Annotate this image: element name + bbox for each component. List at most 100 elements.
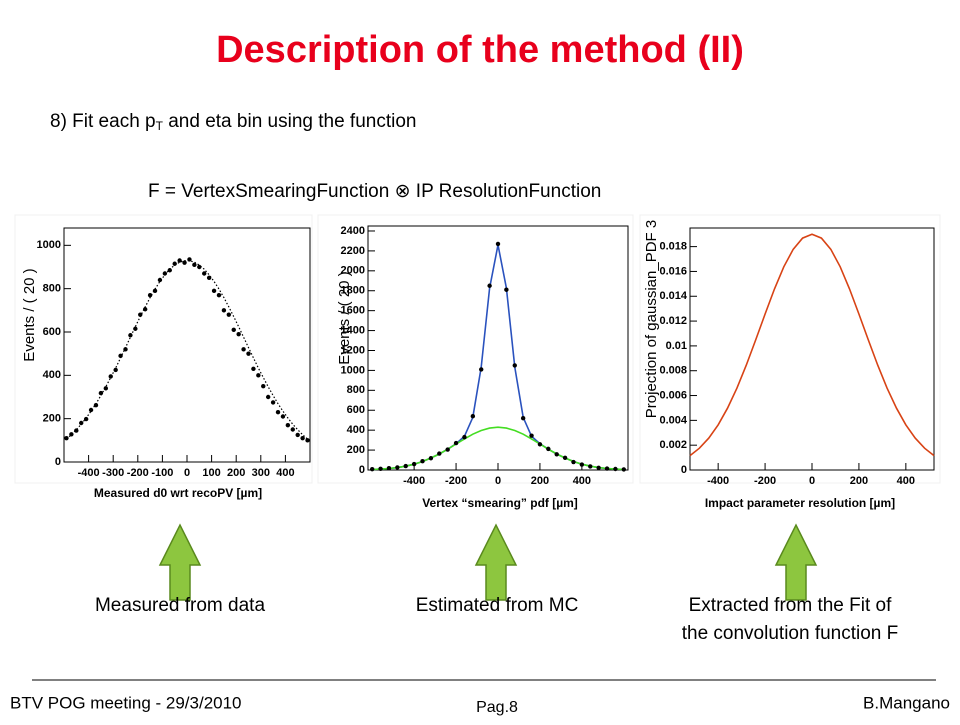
data-point: [579, 462, 585, 467]
arrow: [158, 523, 202, 601]
x-tick-label: -200: [445, 475, 467, 487]
y-tick-label: 400: [347, 424, 365, 436]
intro-before: 8) Fit each p: [50, 111, 156, 132]
x-tick-label: 400: [276, 467, 294, 479]
y-tick-label: 1000: [37, 239, 61, 251]
y-tick-label: 0.01: [666, 340, 687, 352]
chart: -400 -200 0 200 400 0 0.002 0.004 0.006 0.008 0.01…: [639, 214, 941, 510]
data-point: [504, 287, 509, 292]
y-tick-label: 600: [347, 404, 365, 416]
x-tick-label: -300: [102, 467, 124, 479]
data-point: [596, 465, 601, 471]
data-point: [162, 271, 168, 276]
caption: the convolution function F: [682, 623, 899, 644]
data-point: [231, 327, 236, 333]
data-point: [403, 463, 408, 469]
y-tick-label: 800: [347, 384, 365, 396]
data-point: [495, 241, 501, 247]
data-point: [428, 456, 434, 461]
data-point: [64, 435, 69, 441]
data-point: [378, 466, 383, 472]
y-tick-label: 0.008: [659, 365, 687, 377]
data-point: [192, 262, 197, 268]
data-point: [79, 420, 84, 426]
x-tick-label: 400: [897, 475, 915, 487]
y-tick-label: 200: [347, 444, 365, 456]
x-tick-label: 300: [252, 467, 270, 479]
data-point: [128, 333, 133, 338]
y-tick-label: 0.002: [659, 439, 687, 451]
data-point: [546, 446, 551, 452]
data-point: [411, 461, 417, 467]
data-point: [246, 351, 251, 356]
data-point: [479, 367, 484, 372]
y-tick-label: 0.016: [659, 265, 687, 277]
data-point: [182, 260, 187, 265]
data-point: [241, 347, 246, 352]
x-tick-label: 400: [573, 475, 591, 487]
caption: Extracted from the Fit of: [689, 595, 892, 616]
data-point: [108, 374, 113, 379]
y-tick-label: 1800: [341, 285, 365, 297]
x-axis-label: Vertex “smearing” pdf [µm]: [422, 496, 578, 510]
data-point: [93, 403, 99, 408]
data-point: [236, 331, 241, 337]
y-tick-label: 0.018: [659, 241, 687, 253]
data-point: [221, 308, 227, 313]
data-point: [285, 422, 291, 428]
data-point: [226, 312, 232, 317]
data-point: [83, 416, 89, 422]
data-point: [520, 416, 526, 421]
data-point: [562, 455, 568, 461]
data-point: [270, 400, 276, 405]
y-tick-label: 200: [43, 413, 61, 425]
data-point: [206, 275, 212, 281]
y-tick-label: 0.012: [659, 315, 687, 327]
x-tick-label: -100: [151, 467, 173, 479]
data-point: [453, 440, 459, 446]
x-tick-label: -400: [707, 475, 729, 487]
x-tick-label: 0: [809, 475, 815, 487]
x-tick-label: -200: [754, 475, 776, 487]
arrows: [158, 523, 818, 601]
data-point: [142, 307, 148, 312]
arrow: [774, 523, 818, 601]
data-point: [529, 433, 534, 438]
data-point: [512, 363, 517, 368]
data-point: [604, 466, 610, 471]
intro-text: 8) Fit each pT and eta bin using the fun…: [50, 111, 416, 133]
y-tick-label: 0: [55, 456, 61, 468]
data-point: [290, 427, 295, 432]
caption: Measured from data: [95, 595, 265, 616]
plot-area: [689, 227, 935, 471]
y-tick-label: 600: [43, 326, 61, 338]
data-point: [470, 414, 476, 419]
data-point: [445, 447, 450, 452]
x-tick-label: 0: [495, 475, 501, 487]
plot-area: [367, 225, 629, 471]
x-tick-label: -200: [127, 467, 149, 479]
x-tick-label: -400: [78, 467, 100, 479]
y-axis-label: Events / ( 20 ): [336, 271, 353, 364]
data-point: [211, 288, 217, 294]
y-axis-label: Projection of gaussian_PDF 3: [643, 220, 660, 418]
arrow: [474, 523, 518, 601]
data-point: [305, 438, 310, 443]
data-point: [487, 283, 492, 288]
data-point: [216, 292, 222, 298]
x-tick-label: 200: [227, 467, 245, 479]
y-tick-label: 0: [359, 464, 365, 476]
y-tick-label: 0.006: [659, 389, 687, 401]
x-axis-label: Measured d0 wrt recoPV [µm]: [94, 486, 262, 500]
data-point: [537, 442, 543, 447]
y-tick-label: 1000: [341, 364, 365, 376]
data-point: [554, 452, 559, 457]
y-tick-label: 1600: [341, 305, 365, 317]
data-point: [621, 467, 627, 472]
series-line: [66, 260, 308, 440]
y-tick-label: 800: [43, 283, 61, 295]
data-point: [588, 464, 593, 469]
data-point: [300, 435, 305, 441]
y-axis-label: Events / ( 20 ): [21, 268, 38, 361]
data-point: [437, 451, 442, 456]
